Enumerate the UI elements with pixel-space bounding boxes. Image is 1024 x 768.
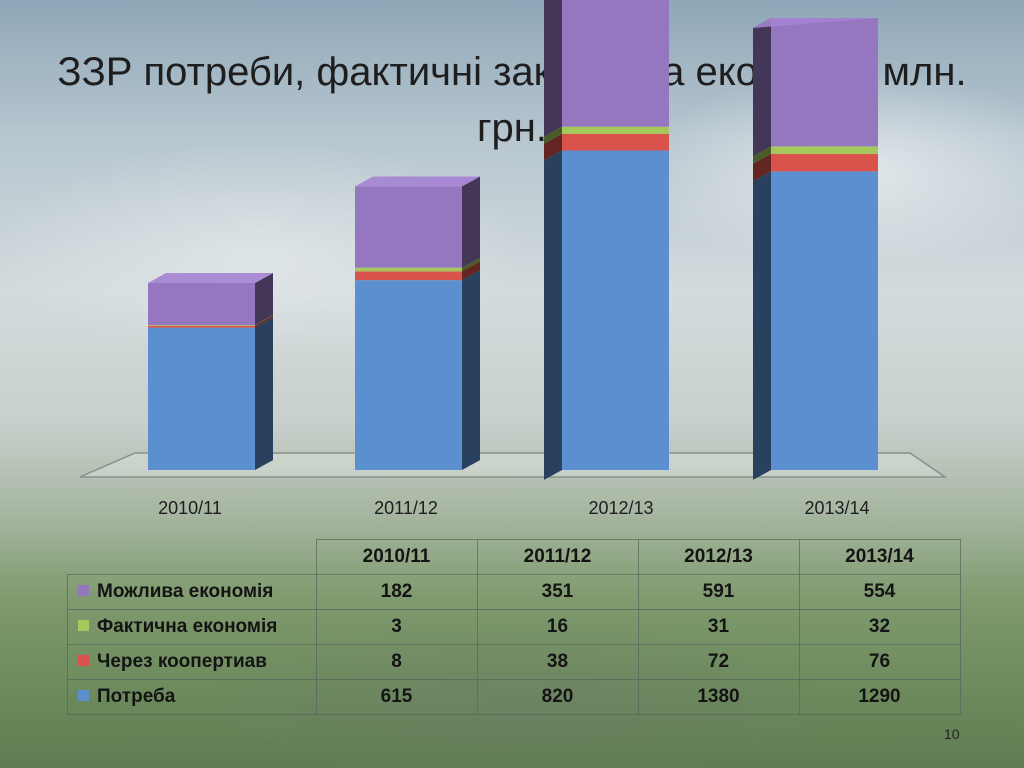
x-tick-label: 2010/11 xyxy=(158,498,222,518)
bar-side-Можлива економія xyxy=(544,0,562,137)
chart-floor xyxy=(79,452,948,478)
table-header-cell: 2011/12 xyxy=(476,539,639,575)
legend-swatch-icon xyxy=(78,585,89,597)
table-header-cell: 2013/14 xyxy=(798,539,961,575)
bar-segment xyxy=(148,327,255,470)
table-cell: 16 xyxy=(476,609,639,645)
table-cell: 38 xyxy=(476,644,639,680)
row-label: Фактична економія xyxy=(67,609,317,645)
bar-side-Можлива економія xyxy=(753,18,771,157)
x-tick-label: 2013/14 xyxy=(804,498,869,518)
bar-side-Через коопертиав xyxy=(255,315,273,328)
row-label-text: Фактична економія xyxy=(97,616,278,637)
bar-segment xyxy=(562,150,669,470)
bar-segment xyxy=(355,271,462,281)
row-label-text: Можлива економія xyxy=(97,581,274,602)
table-row: Потреба 615 820 1380 1290 xyxy=(67,679,961,715)
bar-segment xyxy=(355,186,462,268)
bar-top xyxy=(148,273,273,283)
row-label-text: Потреба xyxy=(97,686,176,707)
bar-segment xyxy=(771,153,878,172)
bar-segment xyxy=(562,133,669,151)
bar-segment xyxy=(148,282,255,326)
x-tick-label: 2011/12 xyxy=(374,498,438,518)
bar-side-Через коопертиав xyxy=(753,153,771,182)
bar-side-Потреба xyxy=(255,317,273,470)
bar-side-Через коопертиав xyxy=(544,133,562,161)
table-cell: 76 xyxy=(798,644,961,680)
bar-segment xyxy=(148,325,255,326)
table-cell: 351 xyxy=(476,574,639,610)
x-tick-label: 2012/13 xyxy=(588,498,653,518)
table-row: Можлива економія 182 351 591 554 xyxy=(67,574,961,610)
table-row: Фактична економія 3 16 31 32 xyxy=(67,609,961,645)
table-cell: 72 xyxy=(637,644,800,680)
bar-side-Потреба xyxy=(462,270,480,470)
bar-side-Через коопертиав xyxy=(462,261,480,281)
table-cell: 591 xyxy=(637,574,800,610)
stacked-bar-chart: 2010/11 2011/12 2012/13 2013/14 xyxy=(79,0,948,518)
row-label: Можлива економія xyxy=(67,574,317,610)
row-label: Через коопертиав xyxy=(67,644,317,680)
table-header-cell: 2012/13 xyxy=(637,539,800,575)
bar-segment xyxy=(148,325,255,328)
bar-side-Потреба xyxy=(753,171,771,480)
table-cell: 182 xyxy=(315,574,478,610)
legend-swatch-icon xyxy=(78,655,89,667)
table-cell: 554 xyxy=(798,574,961,610)
table-header-cell: 2010/11 xyxy=(315,539,478,575)
table-header-row: 2010/11 2011/12 2012/13 2013/14 xyxy=(67,539,961,575)
table-cell: 3 xyxy=(315,609,478,645)
table-row: Через коопертиав 8 38 72 76 xyxy=(67,644,961,680)
table-cell: 615 xyxy=(315,679,478,715)
bar-segment xyxy=(355,280,462,470)
table-cell: 820 xyxy=(476,679,639,715)
bar-side-Можлива економія xyxy=(255,273,273,326)
legend-swatch-icon xyxy=(78,620,89,632)
page-number: 10 xyxy=(944,726,960,742)
bar-side-Фактична економія xyxy=(753,146,771,164)
data-table: 2010/11 2011/12 2012/13 2013/14 Можлива … xyxy=(67,539,961,715)
table-cell: 8 xyxy=(315,644,478,680)
table-cell: 1290 xyxy=(798,679,961,715)
bar-side-Фактична економія xyxy=(462,257,480,272)
row-label: Потреба xyxy=(67,679,317,715)
bar-top xyxy=(753,18,878,29)
bar-segment xyxy=(771,18,878,147)
bar-segment xyxy=(771,171,878,471)
bar-segment xyxy=(355,267,462,272)
table-cell: 1380 xyxy=(637,679,800,715)
bar-side-Потреба xyxy=(544,150,562,480)
bar-side-Фактична економія xyxy=(255,315,273,326)
table-cell: 31 xyxy=(637,609,800,645)
table-cell: 32 xyxy=(798,609,961,645)
bar-segment xyxy=(562,0,669,127)
legend-swatch-icon xyxy=(78,690,89,702)
bar-side-Можлива економія xyxy=(462,176,480,268)
row-label-text: Через коопертиав xyxy=(97,651,267,672)
bar-segment xyxy=(771,146,878,154)
bar-segment xyxy=(562,126,669,134)
bar-side-Фактична економія xyxy=(544,126,562,144)
table-corner xyxy=(67,539,317,575)
bar-top xyxy=(355,176,480,187)
